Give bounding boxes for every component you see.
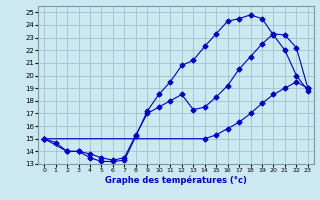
X-axis label: Graphe des températures (°c): Graphe des températures (°c) xyxy=(105,176,247,185)
